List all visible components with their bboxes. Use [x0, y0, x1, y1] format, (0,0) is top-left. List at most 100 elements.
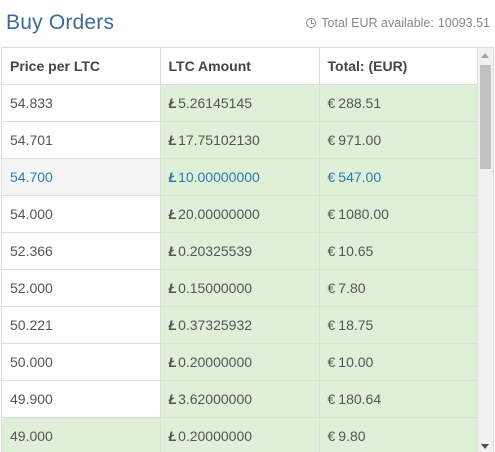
litecoin-icon: Ł [168, 242, 178, 259]
table-header-row: Price per LTC LTC Amount Total: (EUR) [2, 48, 480, 85]
amount-value: 0.20325539 [178, 242, 253, 259]
total-value: 7.80 [338, 279, 366, 296]
price-cell: 54.700 [2, 157, 161, 195]
table-row[interactable]: 50.221 Ł0.37325932 €18.75 [2, 305, 480, 343]
total-cell: €9.80 [319, 416, 480, 452]
table-row[interactable]: 54.000 Ł20.00000000 €1080.00 [2, 194, 480, 232]
euro-icon: € [327, 131, 336, 148]
total-cell: €971.00 [319, 120, 480, 158]
price-value: 49.000 [10, 427, 53, 444]
total-value: 971.00 [338, 131, 382, 148]
litecoin-icon: Ł [168, 131, 178, 148]
amount-value: 0.15000000 [178, 279, 253, 296]
price-value: 54.701 [10, 131, 53, 148]
buy-orders-table-container: Price per LTC LTC Amount Total: (EUR) 54… [1, 47, 494, 452]
table-row[interactable]: 49.900 Ł3.62000000 €180.64 [2, 379, 480, 417]
vertical-scrollbar[interactable] [477, 48, 493, 452]
total-value: 180.64 [338, 390, 382, 407]
price-value: 54.833 [10, 94, 53, 111]
amount-cell: Ł5.26145145 [160, 83, 320, 121]
total-value: 9.80 [338, 427, 366, 444]
page-title: Buy Orders [6, 11, 115, 34]
amount-cell: Ł0.15000000 [160, 268, 320, 306]
total-value: 10.00 [338, 353, 374, 370]
table-row[interactable]: 54.701 Ł17.75102130 €971.00 [2, 120, 480, 158]
table-row[interactable]: 52.000 Ł0.15000000 €7.80 [2, 268, 480, 306]
litecoin-icon: Ł [168, 94, 178, 111]
amount-cell: Ł3.62000000 [160, 379, 320, 417]
total-cell: €180.64 [319, 379, 480, 417]
available-value: 10093.51 [437, 16, 490, 30]
litecoin-icon: Ł [168, 205, 178, 222]
euro-icon: € [327, 242, 336, 259]
buy-orders-table: Price per LTC LTC Amount Total: (EUR) 54… [2, 48, 480, 452]
available-balance: Total EUR available: 10093.51 [306, 16, 490, 30]
euro-icon: € [327, 390, 336, 407]
litecoin-icon: Ł [168, 279, 178, 296]
euro-icon: € [327, 168, 336, 185]
price-value: 52.000 [10, 279, 53, 296]
table-row[interactable]: 54.700 Ł10.00000000 €547.00 [2, 157, 480, 195]
price-cell: 50.000 [2, 342, 161, 380]
euro-icon: € [327, 279, 336, 296]
price-cell: 52.000 [2, 268, 161, 306]
scroll-up-arrow-icon[interactable] [481, 53, 489, 58]
price-value: 52.366 [10, 242, 53, 259]
amount-cell: Ł10.00000000 [160, 157, 320, 195]
table-row[interactable]: 52.366 Ł0.20325539 €10.65 [2, 231, 480, 269]
available-label: Total EUR available: [321, 16, 434, 30]
litecoin-icon: Ł [168, 316, 178, 333]
litecoin-icon: Ł [168, 168, 178, 185]
clock-icon [306, 18, 317, 28]
amount-value: 3.62000000 [178, 390, 253, 407]
column-header-total[interactable]: Total: (EUR) [319, 48, 480, 85]
amount-cell: Ł0.20000000 [160, 416, 320, 452]
amount-value: 0.20000000 [178, 353, 253, 370]
price-cell: 50.221 [2, 305, 161, 343]
scroll-down-arrow-icon[interactable] [481, 444, 489, 449]
amount-value: 17.75102130 [178, 131, 260, 148]
total-value: 10.65 [338, 242, 374, 259]
price-value: 54.700 [10, 168, 53, 185]
price-cell: 54.701 [2, 120, 161, 158]
column-header-price[interactable]: Price per LTC [2, 48, 161, 85]
amount-value: 10.00000000 [178, 168, 260, 185]
total-cell: €1080.00 [319, 194, 480, 232]
amount-value: 0.20000000 [178, 427, 253, 444]
total-cell: €10.65 [319, 231, 480, 269]
amount-value: 5.26145145 [178, 94, 253, 111]
total-value: 547.00 [338, 168, 382, 185]
total-value: 1080.00 [338, 205, 389, 222]
price-cell: 49.000 [2, 416, 161, 452]
amount-cell: Ł0.20325539 [160, 231, 320, 269]
total-cell: €547.00 [319, 157, 480, 195]
litecoin-icon: Ł [168, 390, 178, 407]
buy-orders-header: Buy Orders Total EUR available: 10093.51 [0, 0, 495, 46]
amount-cell: Ł0.37325932 [160, 305, 320, 343]
amount-cell: Ł17.75102130 [160, 120, 320, 158]
scrollbar-thumb[interactable] [480, 65, 491, 169]
euro-icon: € [327, 94, 336, 111]
total-cell: €288.51 [319, 83, 480, 121]
euro-icon: € [327, 353, 336, 370]
total-value: 18.75 [338, 316, 374, 333]
column-header-amount[interactable]: LTC Amount [160, 48, 320, 85]
total-cell: €7.80 [319, 268, 480, 306]
price-value: 50.000 [10, 353, 53, 370]
amount-cell: Ł0.20000000 [160, 342, 320, 380]
price-cell: 52.366 [2, 231, 161, 269]
euro-icon: € [327, 205, 336, 222]
litecoin-icon: Ł [168, 427, 178, 444]
price-value: 49.900 [10, 390, 53, 407]
euro-icon: € [327, 427, 336, 444]
euro-icon: € [327, 316, 336, 333]
price-value: 54.000 [10, 205, 53, 222]
table-row[interactable]: 50.000 Ł0.20000000 €10.00 [2, 342, 480, 380]
litecoin-icon: Ł [168, 353, 178, 370]
total-value: 288.51 [338, 94, 382, 111]
price-cell: 54.000 [2, 194, 161, 232]
price-cell: 54.833 [2, 83, 161, 121]
table-row[interactable]: 49.000 Ł0.20000000 €9.80 [2, 416, 480, 452]
total-cell: €18.75 [319, 305, 480, 343]
table-row[interactable]: 54.833 Ł5.26145145 €288.51 [2, 83, 480, 121]
